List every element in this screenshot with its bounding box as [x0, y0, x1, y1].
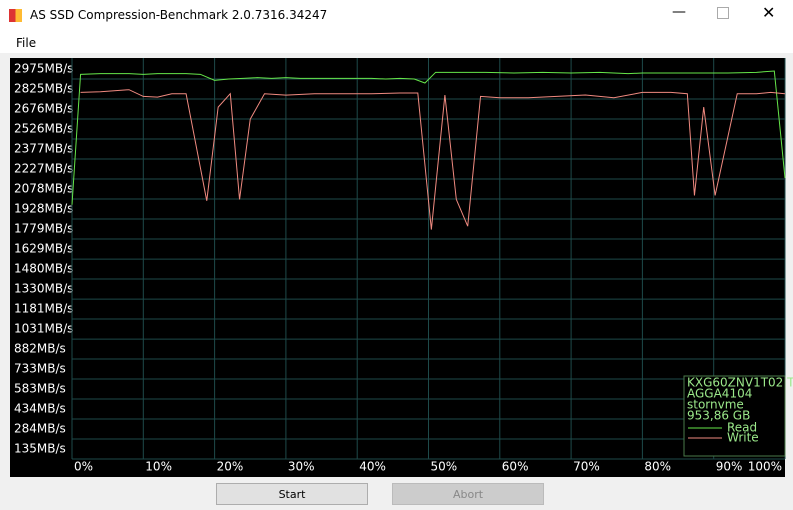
device-info: stornvme: [687, 398, 744, 412]
y-tick-label: 1181MB/s: [14, 302, 73, 316]
x-tick-label: 20%: [217, 460, 244, 474]
x-tick-label: 90%: [716, 460, 743, 474]
y-tick-label: 2526MB/s: [14, 122, 73, 136]
y-tick-label: 2078MB/s: [14, 181, 73, 195]
x-tick-label: 100%: [748, 460, 782, 474]
legend-label: Write: [727, 431, 759, 445]
y-tick-label: 2227MB/s: [14, 162, 73, 176]
x-tick-label: 80%: [644, 460, 671, 474]
x-tick-label: 60%: [502, 460, 529, 474]
y-tick-label: 284MB/s: [14, 422, 66, 436]
y-tick-label: 1779MB/s: [14, 221, 73, 235]
device-info: KXG60ZNV1T02 TO: [687, 376, 793, 390]
legend-box: [683, 375, 786, 457]
y-tick-label: 1928MB/s: [14, 202, 73, 216]
x-tick-label: 50%: [431, 460, 458, 474]
x-tick-label: 0%: [74, 460, 93, 474]
maximize-button[interactable]: [717, 7, 729, 19]
y-tick-label: 1629MB/s: [14, 242, 73, 256]
app-icon: [9, 9, 22, 22]
y-tick-label: 583MB/s: [14, 382, 66, 396]
device-info: 953,86 GB: [687, 409, 750, 423]
y-tick-label: 882MB/s: [14, 342, 66, 356]
menu-item[interactable]: File: [16, 36, 37, 50]
data-line: [71, 70, 786, 205]
abort-button[interactable]: Abort: [392, 483, 544, 505]
close-button[interactable]: ✕: [762, 3, 776, 22]
y-tick-label: 434MB/s: [14, 401, 66, 415]
title-bar: AS SSD Compression-Benchmark 2.0.7316.34…: [0, 0, 793, 31]
start-button[interactable]: Start: [216, 483, 368, 505]
y-tick-label: 1330MB/s: [14, 282, 73, 296]
device-info: AGGA4104: [687, 387, 752, 401]
x-tick-label: 10%: [145, 460, 172, 474]
y-tick-label: 2676MB/s: [14, 101, 73, 115]
data-line: [80, 89, 786, 230]
minimize-button[interactable]: —: [672, 4, 686, 20]
window-title: AS SSD Compression-Benchmark 2.0.7316.34…: [30, 8, 328, 22]
y-tick-label: 733MB/s: [14, 361, 66, 375]
y-tick-label: 135MB/s: [14, 441, 66, 455]
y-tick-label: 1031MB/s: [14, 322, 73, 336]
chart-background: [10, 58, 785, 477]
menu-bar: File: [0, 31, 793, 53]
x-tick-label: 70%: [573, 460, 600, 474]
x-tick-label: 40%: [359, 460, 386, 474]
y-tick-label: 2377MB/s: [14, 141, 73, 155]
legend-label: Read: [727, 421, 757, 435]
y-tick-label: 1480MB/s: [14, 262, 73, 276]
x-tick-label: 30%: [288, 460, 315, 474]
y-tick-label: 2825MB/s: [14, 82, 73, 96]
y-tick-label: 2975MB/s: [14, 61, 73, 75]
